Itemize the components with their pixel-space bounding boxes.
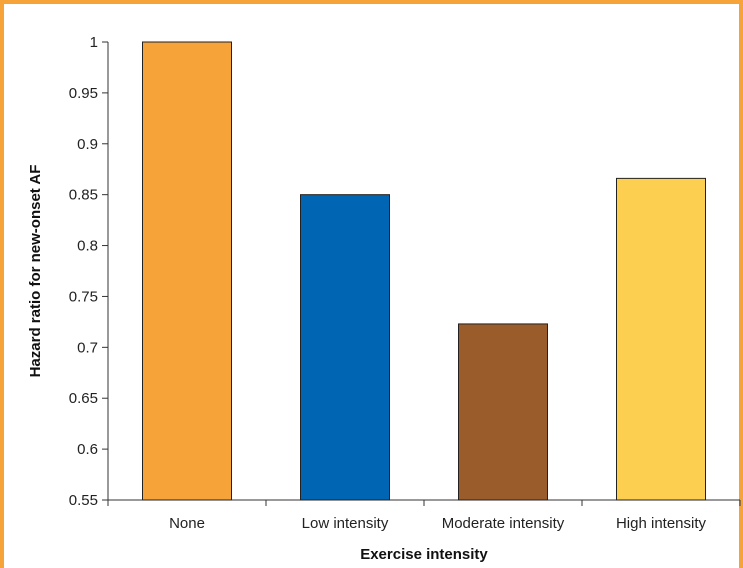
y-tick-label: 1 (90, 34, 98, 51)
y-tick-label: 0.85 (69, 187, 98, 204)
y-tick-label: 0.7 (77, 339, 98, 356)
y-tick-label: 0.6 (77, 441, 98, 458)
y-tick-label: 0.8 (77, 238, 98, 255)
y-tick-label: 0.55 (69, 492, 98, 509)
x-axis-title: Exercise intensity (360, 546, 488, 563)
bar (142, 41, 232, 501)
x-tick-label: Moderate intensity (442, 515, 565, 532)
x-tick-label: None (169, 515, 205, 532)
x-tick-label: High intensity (616, 515, 707, 532)
x-tick-label: Low intensity (302, 515, 389, 532)
y-tick-label: 0.9 (77, 136, 98, 153)
bar (616, 177, 706, 501)
bar (300, 194, 390, 501)
y-tick-label: 0.95 (69, 85, 98, 102)
y-tick-label: 0.65 (69, 390, 98, 407)
x-axis: None Low intensity Moderate intensity High … (107, 499, 741, 532)
y-tick-label: 0.75 (69, 288, 98, 305)
bar (458, 323, 548, 501)
y-axis: 0.55 0.6 0.65 0.7 0.75 0.8 0.85 0.9 0.95 1 (69, 34, 109, 509)
y-axis-title: Hazard ratio for new-onset AF (27, 165, 44, 378)
bars (142, 41, 706, 501)
